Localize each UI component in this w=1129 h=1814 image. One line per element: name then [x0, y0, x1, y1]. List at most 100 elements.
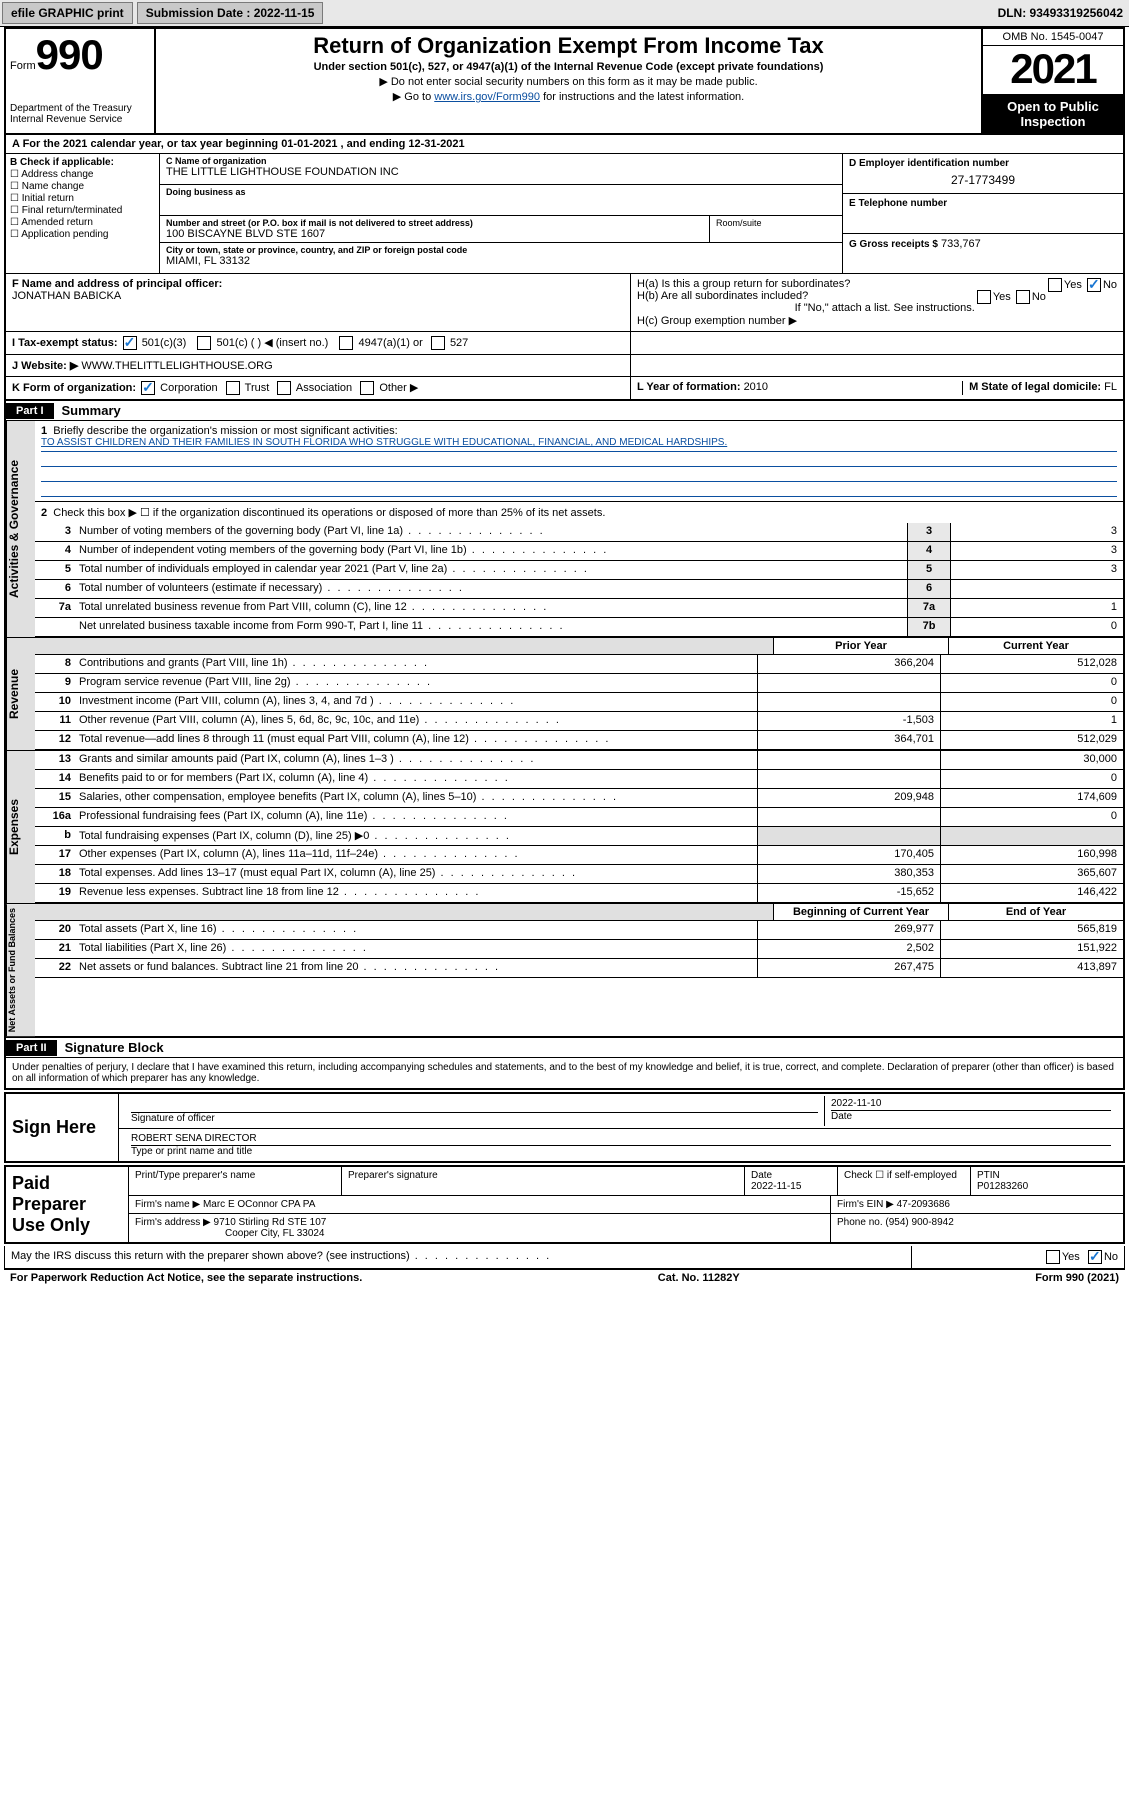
discuss-text: May the IRS discuss this return with the… — [5, 1246, 911, 1268]
org-name: THE LITTLE LIGHTHOUSE FOUNDATION INC — [166, 166, 836, 178]
line-22: 22Net assets or fund balances. Subtract … — [35, 959, 1123, 978]
part1-header: Part I Summary — [6, 401, 1123, 421]
line-3: 3Number of voting members of the governi… — [35, 523, 1123, 542]
city-label: City or town, state or province, country… — [166, 245, 836, 255]
firm-addr-label: Firm's address ▶ — [135, 1217, 211, 1228]
preparer-table: Paid Preparer Use Only Print/Type prepar… — [4, 1165, 1125, 1244]
ein-label: D Employer identification number — [849, 158, 1117, 169]
dln-label: DLN: 93493319256042 — [998, 6, 1129, 20]
goto-suffix: for instructions and the latest informat… — [540, 91, 744, 103]
line-5: 5Total number of individuals employed in… — [35, 561, 1123, 580]
officer-name-label: Type or print name and title — [131, 1146, 1111, 1157]
irs-link[interactable]: www.irs.gov/Form990 — [434, 91, 540, 103]
officer-name: JONATHAN BABICKA — [12, 290, 624, 302]
hb-yes-checkbox[interactable] — [977, 290, 991, 304]
part1-label: Part I — [6, 403, 54, 419]
chk-initial-return[interactable]: ☐ Initial return — [10, 193, 155, 204]
line-19: 19Revenue less expenses. Subtract line 1… — [35, 884, 1123, 903]
submission-date: Submission Date : 2022-11-15 — [137, 2, 324, 24]
ha-yes-checkbox[interactable] — [1048, 278, 1062, 292]
page-footer: For Paperwork Reduction Act Notice, see … — [4, 1269, 1125, 1286]
assoc-checkbox[interactable] — [277, 381, 291, 395]
addr-value: 100 BISCAYNE BLVD STE 1607 — [166, 228, 703, 240]
firm-name-label: Firm's name ▶ — [135, 1199, 200, 1210]
website-value: WWW.THELITTLELIGHTHOUSE.ORG — [81, 360, 272, 372]
state-domicile-label: M State of legal domicile: — [969, 381, 1104, 393]
line-9: 9Program service revenue (Part VIII, lin… — [35, 674, 1123, 693]
city-value: MIAMI, FL 33132 — [166, 255, 836, 267]
col-b-checkboxes: B Check if applicable: ☐ Address change … — [6, 154, 160, 273]
na-lines: 20Total assets (Part X, line 16)269,9775… — [35, 921, 1123, 978]
part2-label: Part II — [6, 1040, 57, 1056]
tax-year: 2021 — [983, 46, 1123, 95]
mission-block: 1 Briefly describe the organization's mi… — [35, 421, 1123, 502]
year-formation-label: L Year of formation: — [637, 381, 744, 393]
section-revenue: Revenue Prior Year Current Year 8Contrib… — [6, 637, 1123, 750]
officer-signature-line[interactable] — [131, 1098, 818, 1113]
line-7a: 7aTotal unrelated business revenue from … — [35, 599, 1123, 618]
footer-left: For Paperwork Reduction Act Notice, see … — [10, 1272, 362, 1284]
room-suite-label: Room/suite — [709, 216, 842, 242]
phone-label: E Telephone number — [849, 198, 1117, 209]
chk-final-return[interactable]: ☐ Final return/terminated — [10, 205, 155, 216]
line-13: 13Grants and similar amounts paid (Part … — [35, 751, 1123, 770]
ha-no-checkbox[interactable] — [1087, 278, 1101, 292]
line-18: 18Total expenses. Add lines 13–17 (must … — [35, 865, 1123, 884]
discuss-yes-checkbox[interactable] — [1046, 1250, 1060, 1264]
perjury-text: Under penalties of perjury, I declare th… — [6, 1058, 1123, 1088]
end-year-label: End of Year — [948, 904, 1123, 920]
year-header-na: Beginning of Current Year End of Year — [35, 904, 1123, 921]
line-b: bTotal fundraising expenses (Part IX, co… — [35, 827, 1123, 846]
prep-date: 2022-11-15 — [751, 1181, 831, 1192]
row-j: J Website: ▶ WWW.THELITTLELIGHTHOUSE.ORG — [6, 355, 1123, 377]
prep-date-hdr: Date — [751, 1170, 831, 1181]
firm-ein: 47-2093686 — [897, 1199, 950, 1210]
form-subtitle-1: Under section 501(c), 527, or 4947(a)(1)… — [160, 61, 977, 73]
hb-no-checkbox[interactable] — [1016, 290, 1030, 304]
firm-phone: (954) 900-8942 — [885, 1217, 953, 1228]
sidelabel-ag: Activities & Governance — [6, 421, 35, 637]
mission-blank2 — [41, 467, 1117, 482]
discuss-no-checkbox[interactable] — [1088, 1250, 1102, 1264]
tax-exempt-label: I Tax-exempt status: — [12, 337, 118, 349]
chk-name-change[interactable]: ☐ Name change — [10, 181, 155, 192]
prep-self-employed[interactable]: Check ☐ if self-employed — [838, 1167, 971, 1195]
form-subtitle-2: ▶ Do not enter social security numbers o… — [160, 75, 977, 88]
org-name-label: C Name of organization — [166, 156, 836, 166]
section-expenses: Expenses 13Grants and similar amounts pa… — [6, 750, 1123, 903]
chk-address-change[interactable]: ☐ Address change — [10, 169, 155, 180]
chk-amended-return[interactable]: ☐ Amended return — [10, 217, 155, 228]
sidelabel-net-assets: Net Assets or Fund Balances — [6, 904, 35, 1036]
line-11: 11Other revenue (Part VIII, column (A), … — [35, 712, 1123, 731]
footer-mid: Cat. No. 11282Y — [362, 1272, 1035, 1284]
part1-title: Summary — [54, 401, 129, 420]
addr-label: Number and street (or P.O. box if mail i… — [166, 218, 703, 228]
website-label: J Website: ▶ — [12, 360, 78, 372]
col-c-org-info: C Name of organization THE LITTLE LIGHTH… — [160, 154, 842, 273]
other-checkbox[interactable] — [360, 381, 374, 395]
501c3-checkbox[interactable] — [123, 336, 137, 350]
efile-print-button[interactable]: efile GRAPHIC print — [2, 2, 133, 24]
form-990-number: 990 — [36, 31, 103, 78]
sign-date: 2022-11-10 — [831, 1098, 1111, 1109]
mission-text: TO ASSIST CHILDREN AND THEIR FAMILIES IN… — [41, 437, 1117, 452]
footer-right: Form 990 (2021) — [1035, 1272, 1119, 1284]
firm-city: Cooper City, FL 33024 — [225, 1228, 325, 1239]
ptin-value: P01283260 — [977, 1181, 1117, 1192]
corp-checkbox[interactable] — [141, 381, 155, 395]
sign-here-table: Sign Here Signature of officer 2022-11-1… — [4, 1092, 1125, 1163]
trust-checkbox[interactable] — [226, 381, 240, 395]
section-bcd: B Check if applicable: ☐ Address change … — [6, 154, 1123, 274]
state-domicile-value: FL — [1104, 381, 1117, 393]
line-16a: 16aProfessional fundraising fees (Part I… — [35, 808, 1123, 827]
preparer-label: Paid Preparer Use Only — [6, 1167, 128, 1242]
527-checkbox[interactable] — [431, 336, 445, 350]
4947-checkbox[interactable] — [339, 336, 353, 350]
open-to-public: Open to Public Inspection — [983, 95, 1123, 133]
firm-ein-label: Firm's EIN ▶ — [837, 1199, 894, 1210]
line-8: 8Contributions and grants (Part VIII, li… — [35, 655, 1123, 674]
ptin-label: PTIN — [977, 1170, 1117, 1181]
chk-application-pending[interactable]: ☐ Application pending — [10, 229, 155, 240]
form-container: Form990 Department of the Treasury Inter… — [4, 27, 1125, 1090]
501c-checkbox[interactable] — [197, 336, 211, 350]
